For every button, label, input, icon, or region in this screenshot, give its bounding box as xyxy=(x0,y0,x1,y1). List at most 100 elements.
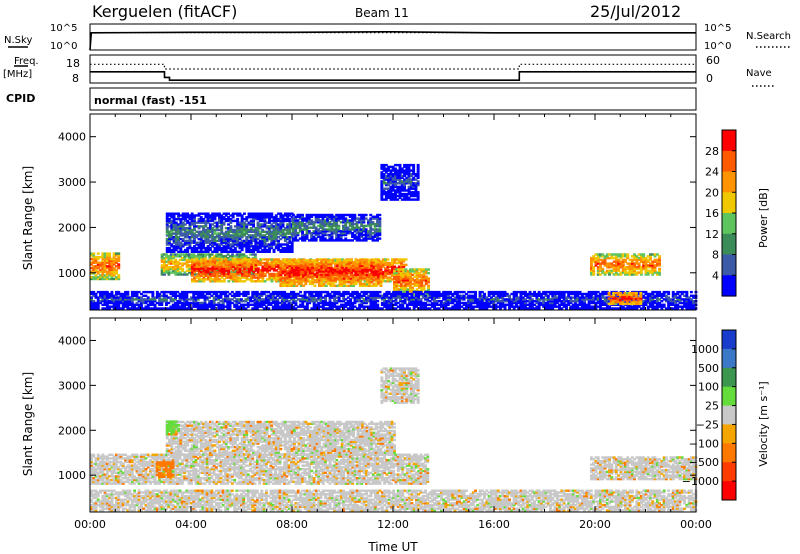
heatmap-cell xyxy=(225,269,228,272)
heatmap-cell xyxy=(234,272,238,276)
heatmap-cell xyxy=(203,255,207,258)
heatmap-cell xyxy=(204,258,208,261)
heatmap-cell xyxy=(329,266,333,269)
heatmap-cell xyxy=(261,265,265,268)
heatmap-cell xyxy=(90,270,93,273)
heatmap-cell xyxy=(112,277,116,281)
heatmap-cell xyxy=(240,258,244,262)
heatmap-cell xyxy=(263,258,267,261)
heatmap-cell xyxy=(241,280,244,283)
heatmap-cell xyxy=(246,290,250,294)
heatmap-cell xyxy=(170,214,174,217)
heatmap-cell xyxy=(302,261,305,264)
heatmap-cell xyxy=(213,241,217,244)
heatmap-cell xyxy=(209,278,213,281)
heatmap-cell xyxy=(420,268,424,271)
heatmap-cell xyxy=(188,267,191,271)
heatmap-cell xyxy=(372,284,376,287)
heatmap-cell xyxy=(238,267,242,270)
heatmap-cell xyxy=(245,274,249,277)
heatmap-cell xyxy=(263,274,267,277)
heatmap-cell xyxy=(290,284,294,287)
heatmap-cell xyxy=(168,250,171,253)
heatmap-cell xyxy=(275,274,278,277)
heatmap-cell xyxy=(308,261,312,264)
heatmap-cell xyxy=(215,228,219,232)
heatmap-cell xyxy=(218,246,221,250)
heatmap-cell xyxy=(222,239,226,243)
heatmap-cell xyxy=(329,279,333,282)
heatmap-cell xyxy=(340,270,344,273)
heatmap-cell xyxy=(345,284,349,287)
heatmap-cell xyxy=(331,284,335,287)
heatmap-cell xyxy=(165,214,169,217)
heatmap-cell xyxy=(238,241,242,244)
heatmap-cell xyxy=(211,258,215,261)
heatmap-cell xyxy=(384,267,388,270)
heatmap-cell xyxy=(224,217,228,221)
heatmap-cell xyxy=(388,269,392,272)
heatmap-cell xyxy=(377,273,380,277)
heatmap-cell xyxy=(308,282,312,286)
heatmap-cell xyxy=(266,269,269,272)
heatmap-cell xyxy=(225,267,228,270)
heatmap-cell xyxy=(183,232,187,235)
heatmap-cell xyxy=(181,243,185,246)
heatmap-cell xyxy=(413,275,417,278)
heatmap-cell xyxy=(322,273,326,277)
heatmap-cell xyxy=(217,260,221,263)
heatmap-cell xyxy=(288,279,292,282)
heatmap-cell xyxy=(347,261,351,264)
heatmap-cell xyxy=(90,252,93,255)
heatmap-cell xyxy=(220,271,224,274)
heatmap-cell xyxy=(165,228,169,232)
strip2-series-0 xyxy=(90,71,696,81)
heatmap-cell xyxy=(194,273,198,276)
heatmap-cell xyxy=(358,266,362,269)
heatmap-cell xyxy=(245,239,249,243)
heatmap-cell xyxy=(279,284,283,287)
heatmap-cell xyxy=(231,219,235,223)
heatmap-cell xyxy=(190,217,194,221)
heatmap-cell xyxy=(209,272,213,276)
heatmap-cell xyxy=(249,250,253,253)
heatmap-cell xyxy=(267,307,271,310)
heatmap-cell xyxy=(386,271,390,274)
heatmap-cell xyxy=(245,260,249,263)
heatmap-cell xyxy=(216,274,219,277)
heatmap-cell xyxy=(108,265,112,268)
heatmap-cell xyxy=(234,267,238,270)
heatmap-cell xyxy=(179,217,183,221)
heatmap-cell xyxy=(347,275,351,278)
heatmap-cell xyxy=(349,261,353,264)
heatmap-cell xyxy=(322,262,326,266)
heatmap-cell xyxy=(361,276,365,279)
heatmap-cell xyxy=(304,282,308,286)
heatmap-cell xyxy=(211,261,215,265)
heatmap-cell xyxy=(413,268,417,271)
heatmap-cell xyxy=(92,265,96,268)
heatmap-cell xyxy=(293,268,296,271)
heatmap-cell xyxy=(179,248,183,252)
heatmap-cell xyxy=(404,268,408,271)
heatmap-cell xyxy=(233,248,237,252)
heatmap-cell xyxy=(181,250,185,253)
heatmap-cell xyxy=(177,246,180,250)
heatmap-cell xyxy=(200,261,203,265)
heatmap-cell xyxy=(202,232,205,235)
heatmap-cell xyxy=(386,272,390,276)
heatmap-cell xyxy=(220,263,224,267)
heatmap-cell xyxy=(272,265,276,268)
heatmap-cell xyxy=(117,259,121,262)
heatmap-cell xyxy=(261,276,265,279)
heatmap-cell xyxy=(275,260,278,263)
heatmap-cell xyxy=(211,228,215,232)
heatmap-cell xyxy=(165,253,169,256)
heatmap-cell xyxy=(395,261,399,265)
heatmap-cell xyxy=(213,264,216,267)
heatmap-cell xyxy=(213,248,217,252)
heatmap-cell xyxy=(174,228,178,232)
heatmap-cell xyxy=(202,230,205,233)
heatmap-cell xyxy=(179,246,183,250)
heatmap-cell xyxy=(229,234,233,237)
